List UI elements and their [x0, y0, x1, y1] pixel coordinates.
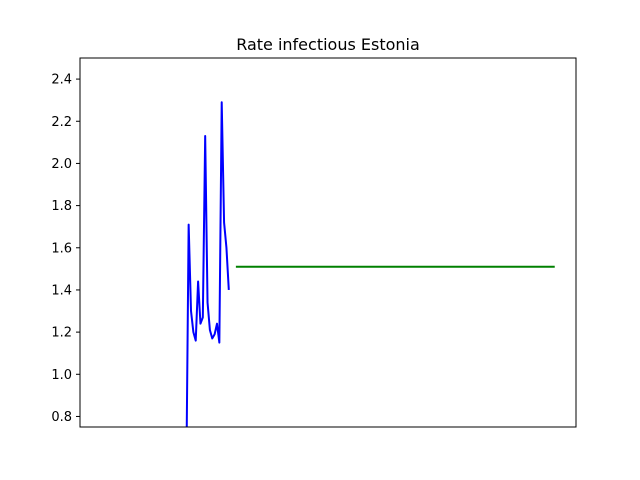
y-tick-label: 1.6 [51, 241, 72, 256]
y-tick-label: 1.4 [51, 283, 72, 298]
y-tick-label: 1.0 [51, 368, 72, 383]
y-axis: 0.8 1.0 1.2 1.4 1.6 1.8 2.0 2.2 2.4 [51, 73, 80, 425]
y-tick-label: 2.2 [51, 115, 72, 130]
plot-area [79, 57, 577, 428]
axes-frame [79, 57, 577, 428]
y-tick-label: 2.0 [51, 157, 72, 172]
series-line-1 [185, 101, 230, 427]
y-tick-label: 1.2 [51, 326, 72, 341]
y-tick-label: 0.8 [51, 410, 72, 425]
y-tick-label: 1.8 [51, 199, 72, 214]
y-tick-label: 2.4 [51, 73, 72, 88]
chart-title: Rate infectious Estonia [236, 35, 420, 54]
